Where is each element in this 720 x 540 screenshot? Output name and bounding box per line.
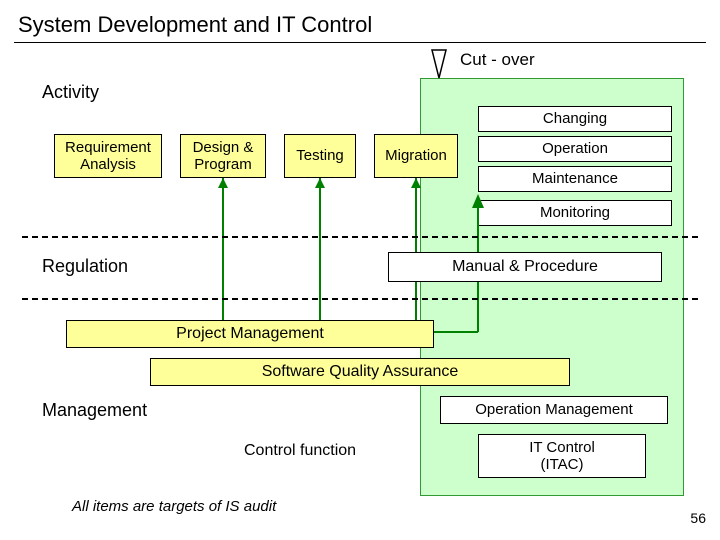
management-label: Management xyxy=(42,400,147,421)
manual-procedure-box: Manual & Procedure xyxy=(388,252,662,282)
page-number: 56 xyxy=(690,510,706,526)
dash-2 xyxy=(22,298,698,300)
operation-management-box: Operation Management xyxy=(440,396,668,424)
footnote: All items are targets of IS audit xyxy=(72,498,276,515)
dash-1 xyxy=(22,236,698,238)
control-function-label: Control function xyxy=(244,442,356,460)
regulation-label: Regulation xyxy=(42,256,128,277)
sqa-box: Software Quality Assurance xyxy=(150,358,570,386)
project-management-box: Project Management xyxy=(66,320,434,348)
itac-box: IT Control (ITAC) xyxy=(478,434,646,478)
